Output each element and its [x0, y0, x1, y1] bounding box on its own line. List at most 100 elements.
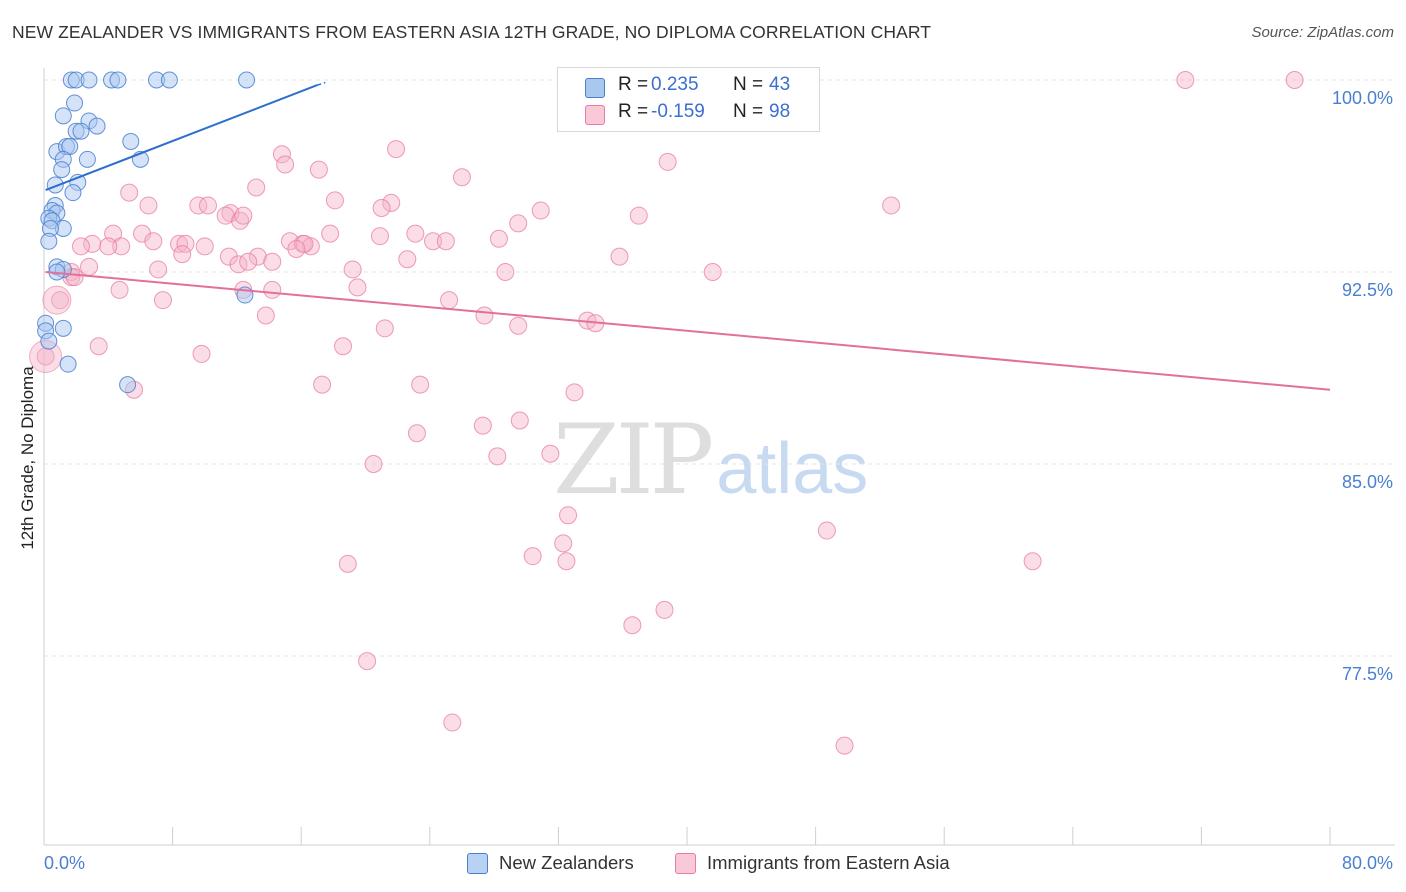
- chart-source: Source: ZipAtlas.com: [1251, 24, 1394, 41]
- data-point-immigrants-eastern-asia: [234, 206, 253, 225]
- data-point-new-zealanders: [80, 71, 98, 89]
- legend-r-label: R =: [618, 74, 649, 95]
- data-point-immigrants-eastern-asia: [655, 600, 674, 619]
- series-immigrants-eastern-asia: [29, 71, 1304, 755]
- data-point-immigrants-eastern-asia: [375, 319, 394, 338]
- legend-n-value: 43: [769, 74, 791, 95]
- data-point-new-zealanders: [78, 150, 96, 168]
- data-point-immigrants-eastern-asia: [51, 291, 70, 310]
- data-point-immigrants-eastern-asia: [473, 416, 492, 435]
- data-point-immigrants-eastern-asia: [231, 211, 250, 230]
- data-point-immigrants-eastern-asia: [623, 616, 642, 635]
- legend-n-label: N =: [733, 101, 764, 122]
- data-point-new-zealanders: [54, 319, 72, 337]
- data-point-new-zealanders: [122, 132, 140, 150]
- data-point-immigrants-eastern-asia: [411, 375, 430, 394]
- data-point-immigrants-eastern-asia: [83, 234, 102, 253]
- x-tick-label: 80.0%: [1342, 853, 1393, 873]
- data-point-immigrants-eastern-asia: [313, 375, 332, 394]
- data-point-immigrants-eastern-asia: [452, 168, 471, 187]
- data-point-immigrants-eastern-asia: [149, 260, 168, 279]
- data-point-immigrants-eastern-asia: [489, 229, 508, 248]
- legend-swatch-blue: [467, 853, 488, 874]
- legend-r-value: -0.159: [651, 101, 705, 122]
- data-point-immigrants-eastern-asia: [510, 411, 529, 430]
- data-point-immigrants-eastern-asia: [309, 160, 328, 179]
- data-point-immigrants-eastern-asia: [239, 252, 258, 271]
- data-point-immigrants-eastern-asia: [256, 306, 275, 325]
- data-point-immigrants-eastern-asia: [554, 534, 573, 553]
- watermark-atlas: atlas: [716, 429, 869, 509]
- legend-n-value: 98: [769, 101, 791, 122]
- grid-lines: [44, 79, 1395, 657]
- data-point-new-zealanders: [53, 161, 71, 179]
- data-point-immigrants-eastern-asia: [99, 237, 118, 256]
- data-point-immigrants-eastern-asia: [71, 237, 90, 256]
- data-point-immigrants-eastern-asia: [110, 280, 129, 299]
- data-point-immigrants-eastern-asia: [523, 547, 542, 566]
- data-point-new-zealanders: [59, 355, 77, 373]
- y-tick-label: 77.5%: [1342, 664, 1393, 684]
- data-point-new-zealanders: [160, 71, 178, 89]
- y-tick-label: 100.0%: [1332, 88, 1393, 108]
- data-point-immigrants-eastern-asia: [1176, 71, 1195, 89]
- data-point-new-zealanders: [119, 376, 137, 394]
- legend-n-label: N =: [733, 74, 764, 95]
- data-point-immigrants-eastern-asia: [475, 306, 494, 325]
- x-tick-label: 0.0%: [44, 853, 85, 873]
- data-point-immigrants-eastern-asia: [557, 552, 576, 571]
- data-point-immigrants-eastern-asia: [398, 250, 417, 269]
- data-point-immigrants-eastern-asia: [192, 344, 211, 363]
- data-point-immigrants-eastern-asia: [509, 316, 528, 335]
- data-point-immigrants-eastern-asia: [263, 280, 282, 299]
- data-point-immigrants-eastern-asia: [531, 201, 550, 220]
- data-point-new-zealanders: [72, 122, 90, 140]
- data-point-immigrants-eastern-asia: [144, 232, 163, 251]
- data-point-new-zealanders: [40, 332, 58, 350]
- data-point-immigrants-eastern-asia: [658, 152, 677, 171]
- data-point-immigrants-eastern-asia: [565, 383, 584, 402]
- data-point-immigrants-eastern-asia: [321, 224, 340, 243]
- data-point-new-zealanders: [40, 232, 58, 250]
- data-point-immigrants-eastern-asia: [382, 193, 401, 212]
- data-point-immigrants-eastern-asia: [343, 260, 362, 279]
- data-point-immigrants-eastern-asia: [248, 247, 267, 266]
- data-point-new-zealanders: [88, 117, 106, 135]
- data-point-immigrants-eastern-asia: [559, 506, 578, 525]
- axes: [43, 68, 1395, 846]
- trend-lines: [45, 81, 1331, 391]
- data-point-new-zealanders: [109, 71, 127, 89]
- data-point-immigrants-eastern-asia: [189, 196, 208, 215]
- data-point-immigrants-eastern-asia: [1285, 71, 1304, 89]
- data-point-immigrants-eastern-asia: [287, 239, 306, 258]
- data-point-immigrants-eastern-asia: [216, 206, 235, 225]
- data-point-immigrants-eastern-asia: [89, 337, 108, 356]
- data-point-immigrants-eastern-asia: [219, 247, 238, 266]
- data-point-immigrants-eastern-asia: [488, 447, 507, 466]
- data-point-immigrants-eastern-asia: [198, 196, 217, 215]
- watermark-zip: ZIP: [553, 404, 714, 516]
- data-point-immigrants-eastern-asia: [263, 252, 282, 271]
- data-point-immigrants-eastern-asia: [325, 191, 344, 210]
- data-point-new-zealanders: [64, 184, 82, 202]
- trend-line-new-zealanders-extension: [317, 81, 326, 86]
- legend-swatch-pink: [675, 853, 696, 874]
- correlation-legend: R = 0.235 N = 43 R = -0.159 N = 98: [557, 67, 820, 132]
- data-point-new-zealanders: [238, 71, 256, 89]
- data-point-new-zealanders: [54, 107, 72, 125]
- legend-row-immigrants-eastern-asia: R = -0.159 N = 98: [558, 101, 819, 129]
- legend-row-new-zealanders: R = 0.235 N = 43: [558, 74, 819, 102]
- y-tick-label: 85.0%: [1342, 472, 1393, 492]
- data-point-immigrants-eastern-asia: [610, 247, 629, 266]
- trend-line-new-zealanders: [45, 84, 318, 192]
- data-point-immigrants-eastern-asia: [882, 196, 901, 215]
- data-point-immigrants-eastern-asia: [358, 652, 377, 671]
- data-point-immigrants-eastern-asia: [170, 234, 189, 253]
- tick-labels: 77.5% 85.0% 92.5% 100.0% 0.0% 80.0%: [44, 88, 1393, 873]
- data-point-immigrants-eastern-asia: [424, 232, 443, 251]
- data-point-immigrants-eastern-asia: [173, 245, 192, 264]
- legend-swatch-pink: [585, 105, 605, 125]
- chart-title: NEW ZEALANDER VS IMMIGRANTS FROM EASTERN…: [12, 22, 932, 42]
- watermark: ZIPatlas: [553, 404, 868, 516]
